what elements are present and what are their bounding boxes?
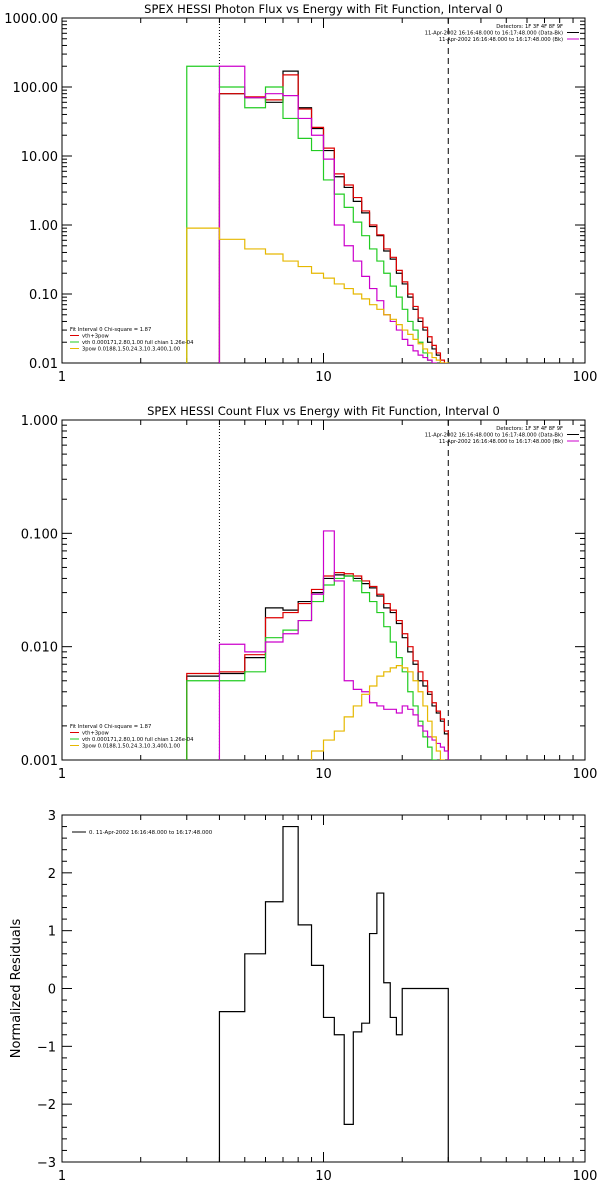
info-text: 11-Apr-2002 16:16:48.000 to 16:17:48.000… <box>439 439 563 445</box>
y-tick-label: 1 <box>48 925 56 940</box>
chart-title: SPEX HESSI Photon Flux vs Energy with Fi… <box>144 2 503 16</box>
fit-info-text: 3pow 0.0188,1.50,24.3,10.3,400,1.00 <box>82 347 180 353</box>
fit-info-text: vth 0.000171,2.80,1.00 full chian 1.26e-… <box>82 340 194 346</box>
series-line-4 <box>218 530 449 760</box>
series-line-5 <box>310 665 446 760</box>
plot-frame <box>61 17 586 364</box>
x-tick-label: 1 <box>58 767 66 782</box>
y-tick-label: 1000.00 <box>4 12 58 27</box>
fit-info-text: Fit Interval 0 Chi-square = 1.87 <box>70 327 151 333</box>
fit-info-text: vth+3pow <box>82 334 110 340</box>
y-tick-label: 0.100 <box>21 527 58 542</box>
y-tick-label: 1.00 <box>29 219 58 234</box>
x-tick-label: 10 <box>315 370 332 385</box>
series-group <box>186 530 449 760</box>
y-tick-label: 0.001 <box>21 754 58 769</box>
y-tick-label: 1.000 <box>21 414 58 429</box>
x-tick-label: 1 <box>58 370 66 385</box>
chart-panel-2: SPEX HESSI Count Flux vs Energy with Fit… <box>21 404 598 782</box>
x-tick-label: 10 <box>315 767 332 782</box>
x-tick-label: 100 <box>573 1169 598 1184</box>
y-tick-label: 10.00 <box>21 150 58 165</box>
series-group <box>218 825 449 1162</box>
y-tick-label: −2 <box>37 1098 56 1113</box>
x-tick-label: 100 <box>573 767 598 782</box>
chart-title: SPEX HESSI Count Flux vs Energy with Fit… <box>147 404 500 418</box>
series-line-1 <box>186 574 449 760</box>
legend-text: 0. 11-Apr-2002 16:16:48.000 to 16:17:48.… <box>89 830 213 836</box>
y-tick-label: 0 <box>48 983 56 998</box>
fit-info-text: Fit Interval 0 Chi-square = 1.87 <box>70 724 151 730</box>
series-group <box>186 65 449 363</box>
info-text: 11-Apr-2002 16:16:48.000 to 16:17:48.000… <box>425 433 563 439</box>
chart-panel-3: 1 10 100 −3 −2 −1 0 1 2 3 Normalized Residuals 0. 1… <box>9 809 597 1184</box>
info-text: Detectors: 1F 3F 4F 8F 9F <box>496 426 563 432</box>
series-line-4 <box>218 65 437 363</box>
info-text: 11-Apr-2002 16:16:48.000 to 16:17:48.000… <box>439 37 563 43</box>
y-axis-label: Normalized Residuals <box>9 919 24 1059</box>
y-tick-label: 100.00 <box>13 81 59 96</box>
y-tick-label: 0.10 <box>29 288 58 303</box>
info-text: 11-Apr-2002 16:16:48.000 to 16:17:48.000… <box>425 31 563 37</box>
fit-info-text: 3pow 0.0188,1.50,24.3,10.3,400,1.00 <box>82 744 180 750</box>
y-tick-label: 2 <box>48 867 56 882</box>
y-tick-label: 0.01 <box>29 357 58 372</box>
chart-panel-1: SPEX HESSI Photon Flux vs Energy with Fi… <box>4 2 597 385</box>
y-tick-label: 0.010 <box>21 641 58 656</box>
fit-info-text: vth+3pow <box>82 731 110 737</box>
fit-info-text: vth 0.000171,2.80,1.00 full chian 1.26e-… <box>82 737 194 743</box>
series-line-2 <box>186 572 449 760</box>
x-tick-label: 1 <box>58 1169 66 1184</box>
x-tick-label: 10 <box>315 1169 332 1184</box>
series-line-5 <box>186 227 449 363</box>
y-tick-label: 3 <box>48 809 56 824</box>
series-line-1 <box>218 825 449 1162</box>
x-tick-label: 100 <box>573 370 598 385</box>
y-tick-label: −1 <box>37 1040 56 1055</box>
info-text: Detectors: 1F 3F 4F 8F 9F <box>496 24 563 30</box>
y-tick-label: −3 <box>37 1156 56 1171</box>
